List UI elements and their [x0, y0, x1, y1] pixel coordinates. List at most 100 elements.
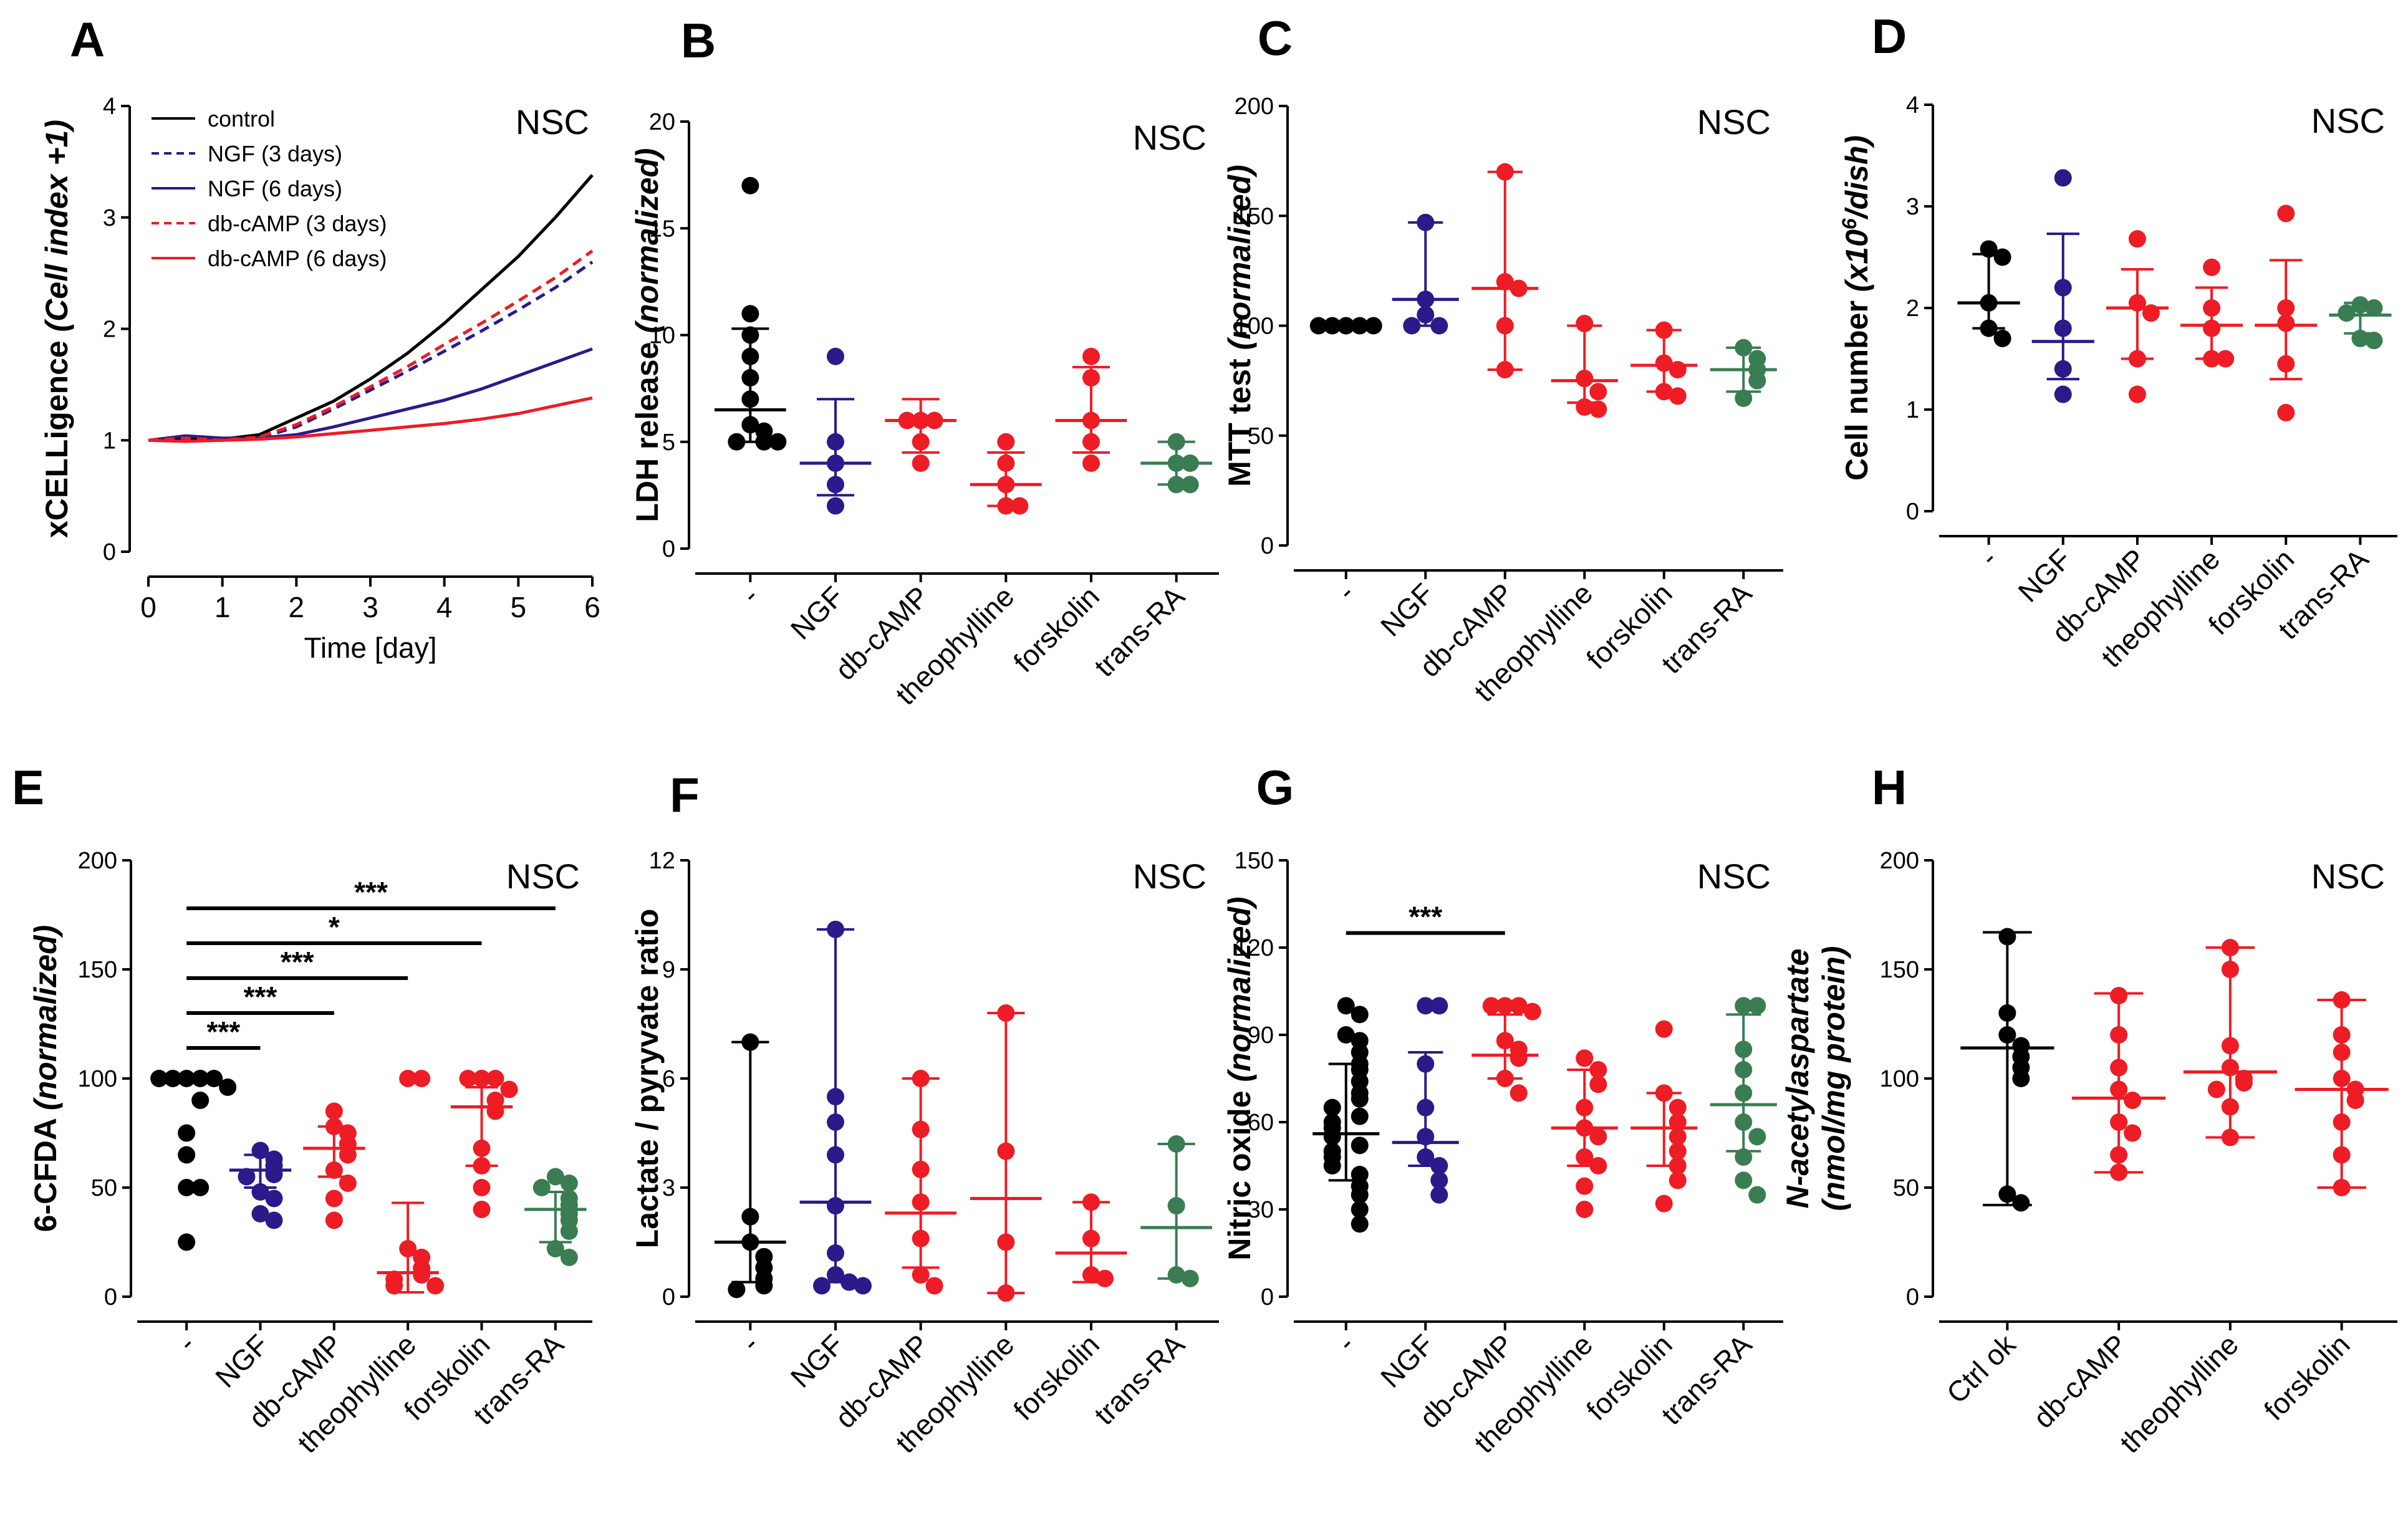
data-point-E	[251, 1205, 269, 1223]
data-point-B	[741, 176, 759, 195]
data-point-E	[473, 1070, 491, 1087]
data-point-B	[827, 347, 844, 365]
y-axis-label-B: LDH release (normalized)	[630, 148, 665, 522]
y-tick-label-B: 5	[662, 430, 675, 456]
y-axis-label-H: N-acetylaspartate	[1780, 949, 1815, 1209]
y-tick-label-D: 1	[1906, 397, 1919, 423]
data-point-E	[178, 1179, 196, 1196]
y-tick-label-E: 150	[78, 957, 117, 983]
data-point-G	[1576, 1049, 1594, 1067]
y-tick-label-B: 10	[649, 323, 675, 349]
y-tick-label-A: 2	[103, 317, 116, 343]
panel-tag-F: NSC	[1133, 857, 1206, 896]
y-tick-label-H: 50	[1893, 1175, 1919, 1201]
x-tick-label-B: trans-RA	[1088, 580, 1191, 683]
y-tick-label-B: 0	[662, 536, 675, 562]
data-point-G	[1323, 1157, 1341, 1175]
data-point-E	[325, 1102, 343, 1120]
data-point-E	[178, 1146, 196, 1164]
panel-letter-G: G	[1256, 760, 1294, 815]
data-point-H	[2124, 1124, 2142, 1142]
data-point-G	[1735, 1171, 1753, 1189]
y-axis-label-F: Lactate / pyryvate ratio	[630, 909, 665, 1249]
y-tick-label-D: 4	[1906, 92, 1919, 118]
significance-label-E: ***	[281, 946, 314, 978]
data-point-B	[912, 454, 930, 472]
data-point-E	[413, 1266, 431, 1284]
data-point-G	[1669, 1128, 1687, 1146]
panel-tag-E: NSC	[506, 857, 580, 896]
y-tick-label-F: 12	[649, 848, 675, 874]
panel-tag-C: NSC	[1697, 102, 1771, 142]
x-tick-label-F: -	[735, 1328, 765, 1358]
x-axis-label-A: Time [day]	[304, 632, 436, 664]
data-point-C	[1735, 389, 1753, 407]
data-point-D	[2277, 403, 2295, 421]
x-tick-label-A: 0	[140, 591, 157, 623]
data-point-E	[473, 1201, 491, 1218]
y-tick-label-E: 0	[104, 1284, 117, 1310]
data-point-G	[1523, 1002, 1541, 1021]
y-tick-label-G: 60	[1248, 1110, 1274, 1136]
data-point-G	[1351, 1136, 1369, 1155]
panel-tag-H: NSC	[2311, 857, 2385, 896]
y-tick-label-G: 0	[1261, 1284, 1274, 1310]
data-point-E	[219, 1078, 237, 1096]
data-point-E	[500, 1080, 518, 1098]
data-point-E	[560, 1223, 578, 1240]
x-tick-label-H: Ctrl ok	[1940, 1328, 2022, 1410]
data-point-G	[1337, 1026, 1355, 1044]
data-point-E	[486, 1070, 504, 1087]
data-point-H	[2346, 1092, 2364, 1109]
data-point-E	[459, 1070, 477, 1087]
data-point-G	[1351, 1215, 1369, 1233]
data-point-E	[339, 1175, 357, 1192]
significance-label-E: ***	[206, 1016, 240, 1048]
panel-a: A NSC 0 1 2 3 4 xCELLigence (Cell index +1) 0 1 2 3…	[39, 12, 600, 664]
y-tick-label-G: 120	[1235, 935, 1274, 961]
data-point-G	[1351, 1090, 1369, 1108]
y-tick-label-D: 3	[1906, 194, 1919, 220]
y-tick-label-F: 9	[662, 957, 675, 983]
data-point-C	[1589, 400, 1607, 418]
y-tick-label-D: 2	[1906, 295, 1919, 322]
x-tick-label-H: forskolin	[2258, 1328, 2356, 1426]
panel-letter-F: F	[670, 767, 700, 822]
data-point-G	[1496, 997, 1514, 1015]
data-point-G	[1735, 997, 1753, 1015]
data-point-F	[755, 1277, 773, 1295]
x-tick-label-A: 2	[289, 591, 305, 623]
x-tick-label-A: 1	[214, 591, 231, 623]
data-point-D	[1993, 329, 2011, 347]
data-point-D	[2338, 304, 2356, 322]
data-point-D	[2365, 332, 2383, 350]
data-point-H	[2124, 1092, 2142, 1109]
x-tick-label-G: -	[1331, 1328, 1361, 1358]
data-point-E	[178, 1124, 196, 1142]
y-axis-label-G: Nitric oxide (normalized)	[1222, 896, 1257, 1260]
data-point-G	[1669, 1098, 1687, 1117]
x-tick-label-E: -	[171, 1328, 201, 1358]
y-axis-label-C: MTT test (normalized)	[1222, 165, 1257, 487]
y-tick-label-H: 150	[1880, 957, 1919, 983]
data-point-E	[178, 1233, 196, 1251]
data-point-F	[912, 1266, 930, 1284]
significance-label-E: ***	[354, 876, 388, 908]
data-point-F	[1096, 1269, 1114, 1287]
y-tick-label-F: 6	[662, 1066, 675, 1092]
y-tick-label-C: 50	[1248, 423, 1274, 449]
significance-label-G: ***	[1409, 901, 1442, 933]
data-point-E	[325, 1189, 343, 1208]
data-point-E	[191, 1092, 209, 1109]
data-point-C	[1669, 387, 1687, 405]
data-point-E	[339, 1146, 357, 1164]
data-point-E	[238, 1168, 256, 1186]
y-tick-label-A: 0	[103, 539, 116, 565]
data-point-D	[2128, 385, 2146, 403]
data-point-G	[1510, 1084, 1528, 1102]
y-tick-label-C: 150	[1235, 203, 1274, 229]
data-point-E	[265, 1166, 283, 1183]
data-point-G	[1337, 997, 1355, 1015]
data-point-G	[1351, 1107, 1369, 1125]
